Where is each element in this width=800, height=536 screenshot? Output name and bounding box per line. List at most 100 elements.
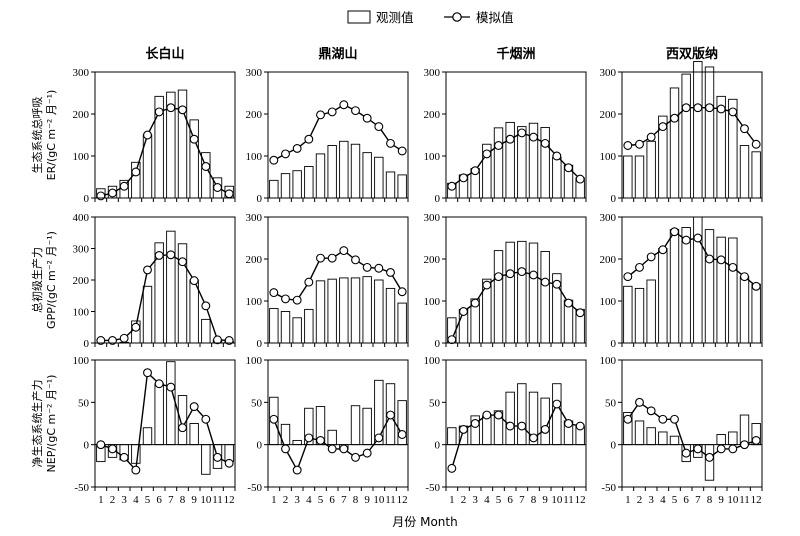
simulated-point <box>728 107 738 117</box>
y-tick-label: 300 <box>424 212 441 224</box>
simulated-point <box>552 279 562 289</box>
x-tick-label: 4 <box>133 494 139 506</box>
panel-title: 千烟洲 <box>496 46 535 62</box>
panel-5: 0 100 200 300 400 总初级生产力 GPP/(gC m⁻² 月⁻¹) <box>30 212 236 350</box>
simulated-point <box>269 414 279 424</box>
observed-bar <box>280 173 291 199</box>
simulated-point <box>529 132 538 142</box>
simulated-point <box>716 444 726 454</box>
observed-bar <box>327 429 337 446</box>
simulated-point <box>154 250 164 260</box>
simulated-point <box>269 288 279 298</box>
simulated-point <box>459 173 468 183</box>
x-tick-label: 11 <box>739 494 750 506</box>
x-tick-label: 2 <box>637 494 643 506</box>
simulated-point <box>751 281 761 291</box>
observed-bar <box>528 242 539 344</box>
panel-2: 鼎湖山 0 100 200 300 <box>246 46 409 205</box>
observed-bar <box>646 140 656 199</box>
observed-bar <box>505 121 515 199</box>
simulated-point <box>447 463 457 473</box>
observed-bar <box>739 276 750 344</box>
simulated-point <box>397 430 407 439</box>
simulated-point <box>728 262 738 272</box>
observed-bar <box>269 308 279 344</box>
observed-bar <box>374 279 384 344</box>
y-tick-label: 0 <box>84 338 90 350</box>
observed-bar <box>669 435 680 446</box>
y-tick-label: 100 <box>246 151 263 163</box>
simulated-point <box>564 163 573 173</box>
simulated-point <box>564 419 573 428</box>
x-tick-label: 6 <box>683 494 689 506</box>
y-tick-label: 0 <box>257 338 263 350</box>
x-tick-label: 9 <box>718 494 724 506</box>
x-tick-label: 11 <box>385 494 396 506</box>
simulated-point <box>681 235 691 245</box>
simulated-point <box>339 100 349 110</box>
simulated-point <box>505 421 515 431</box>
observed-bar <box>634 420 645 446</box>
observed-bar <box>669 87 680 199</box>
simulated-point <box>658 414 668 424</box>
simulated-point <box>178 423 187 433</box>
simulated-point <box>716 104 726 114</box>
x-axis-label: 月份 Month <box>392 515 457 529</box>
observed-bar <box>350 277 361 344</box>
simulated-point <box>201 162 211 171</box>
simulated-point <box>505 134 515 144</box>
observed-bar <box>189 423 199 446</box>
y-tick-label: 200 <box>246 254 263 266</box>
y-tick-label: 0 <box>257 440 263 452</box>
x-tick-label: 6 <box>507 494 513 506</box>
x-tick-label: 1 <box>449 494 455 506</box>
simulated-point <box>351 255 360 265</box>
observed-bar <box>362 276 372 344</box>
simulated-point <box>564 298 573 308</box>
simulated-point <box>552 151 562 161</box>
simulated-point <box>540 277 550 287</box>
observed-bar <box>739 145 750 199</box>
simulated-point <box>728 444 738 454</box>
y-tick-label: 100 <box>424 151 441 163</box>
observed-bar <box>154 383 164 446</box>
x-tick-label: 1 <box>271 494 277 506</box>
observed-bar <box>751 151 761 199</box>
simulated-point <box>623 141 633 150</box>
y-tick-label: 50 <box>429 397 441 409</box>
y-axis-label-unit: GPP/(gC m⁻² 月⁻¹) <box>45 231 58 329</box>
simulated-point <box>281 294 290 304</box>
simulated-point <box>635 139 644 149</box>
x-tick-label: 11 <box>212 494 223 506</box>
simulated-point <box>327 107 337 117</box>
plot-frame <box>94 216 236 344</box>
simulated-point <box>362 113 372 123</box>
simulated-point <box>635 397 644 407</box>
simulated-point <box>339 246 349 256</box>
simulated-point <box>470 298 480 308</box>
panel-7: 0 100 200 300 <box>424 212 587 350</box>
simulated-point <box>670 113 679 123</box>
observed-bar <box>552 156 562 199</box>
simulated-point <box>374 433 384 443</box>
x-tick-label: 3 <box>294 494 300 506</box>
y-tick-label: 0 <box>257 193 263 205</box>
simulated-point <box>224 336 234 345</box>
observed-bar <box>704 66 715 199</box>
observed-bar <box>447 427 457 446</box>
simulated-point <box>292 143 302 153</box>
observed-bar <box>339 140 349 199</box>
x-tick-label: 5 <box>496 494 502 506</box>
simulated-point <box>681 448 691 458</box>
simulated-point <box>575 174 585 184</box>
simulated-point <box>397 287 407 297</box>
x-tick-label: 3 <box>648 494 654 506</box>
y-tick-label: 300 <box>424 67 441 79</box>
observed-bar <box>304 166 314 199</box>
simulated-point <box>108 444 117 454</box>
observed-bar <box>728 431 738 446</box>
simulated-point <box>540 424 550 434</box>
y-tick-label: 100 <box>600 151 617 163</box>
